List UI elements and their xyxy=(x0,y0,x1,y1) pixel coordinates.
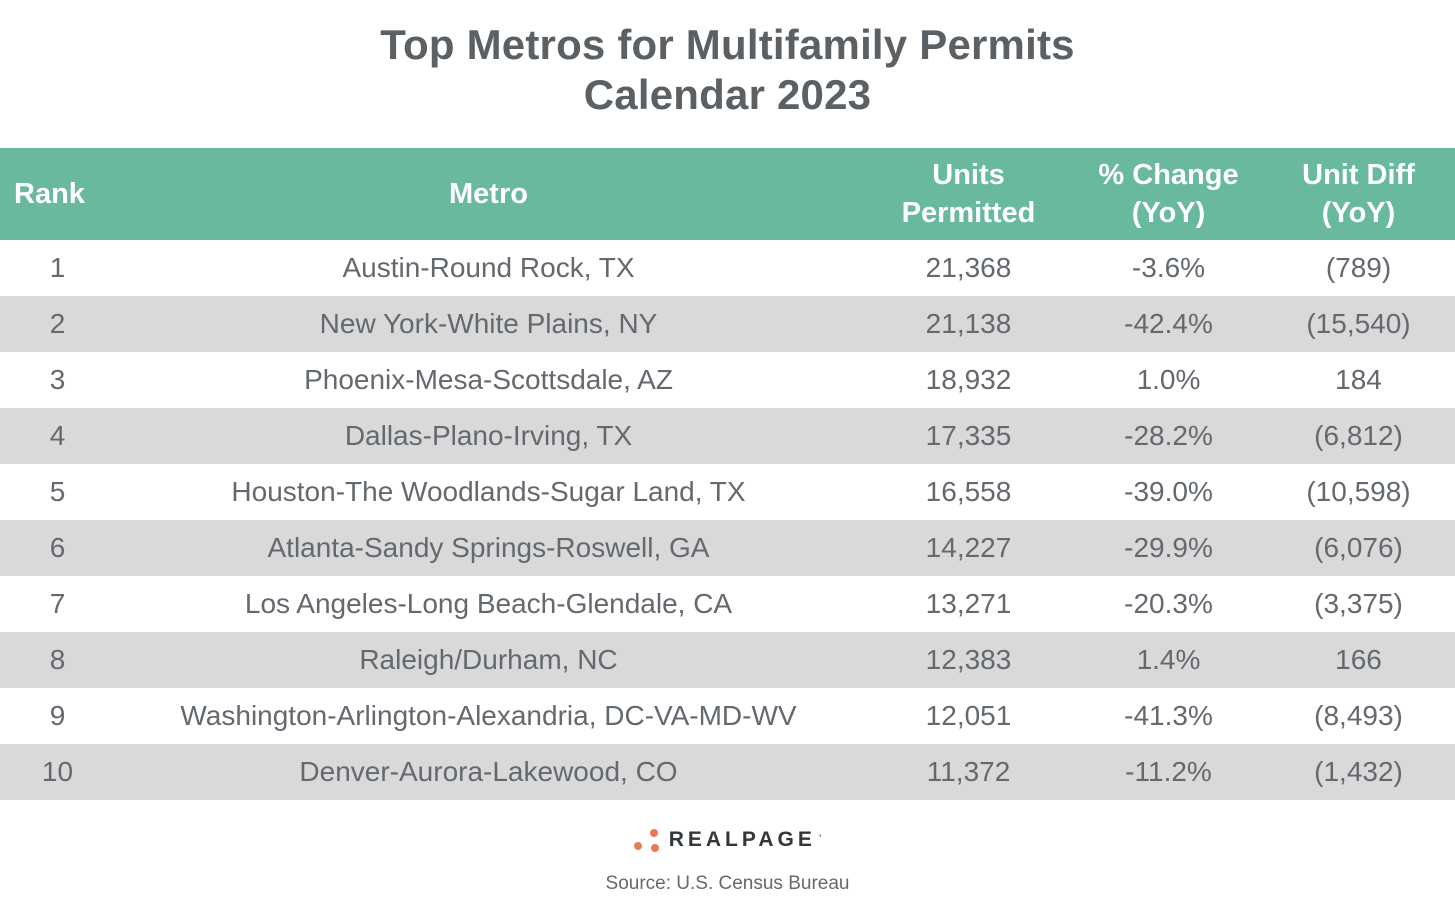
table-row: 1 Austin-Round Rock, TX 21,368 -3.6% (789) xyxy=(0,240,1455,296)
pct-change-cell: -28.2% xyxy=(1124,420,1213,451)
column-header-units-permitted: Units Permitted xyxy=(901,158,1036,229)
table-row: 9 Washington-Arlington-Alexandria, DC-VA-… xyxy=(0,688,1455,744)
metro-cell: Los Angeles-Long Beach-Glendale, CA xyxy=(244,588,733,619)
table-header-row: Rank Metro Units Permitted % Change (YoY… xyxy=(0,148,1455,240)
table-row: 8 Raleigh/Durham, NC 12,383 1.4% 166 xyxy=(0,632,1455,688)
units-cell: 13,271 xyxy=(925,588,1012,619)
units-cell: 14,227 xyxy=(925,532,1012,563)
rank-cell: 9 xyxy=(49,700,66,731)
units-cell: 11,372 xyxy=(926,756,1011,787)
unit-diff-cell: (8,493) xyxy=(1314,700,1403,731)
table-row: 5 Houston-The Woodlands-Sugar Land, TX 16,… xyxy=(0,464,1455,520)
metro-cell: Washington-Arlington-Alexandria, DC-VA-M… xyxy=(180,700,797,731)
units-cell: 16,558 xyxy=(925,476,1012,507)
metro-cell: Raleigh/Durham, NC xyxy=(359,644,618,675)
pct-change-cell: -41.3% xyxy=(1124,700,1213,731)
table-row: 3 Phoenix-Mesa-Scottsdale, AZ 18,932 1.0% 18… xyxy=(0,352,1455,408)
column-header-metro: Metro xyxy=(449,177,528,210)
metro-cell: Phoenix-Mesa-Scottsdale, AZ xyxy=(304,364,673,395)
rank-cell: 3 xyxy=(49,364,66,395)
page-title-line2: Calendar 2023 xyxy=(583,71,872,118)
rank-cell: 7 xyxy=(49,588,66,619)
rank-cell: 6 xyxy=(49,532,66,563)
pct-change-cell: -42.4% xyxy=(1124,308,1213,339)
units-cell: 12,051 xyxy=(925,700,1012,731)
rank-cell: 8 xyxy=(49,644,66,675)
rank-cell: 2 xyxy=(49,308,66,339)
column-header-unit-diff: Unit Diff (YoY) xyxy=(1302,158,1415,229)
units-cell: 17,335 xyxy=(925,420,1012,451)
unit-diff-cell: (10,598) xyxy=(1306,476,1411,507)
pct-change-cell: -11.2% xyxy=(1125,756,1212,787)
rank-cell: 1 xyxy=(49,252,66,283)
unit-diff-cell: 166 xyxy=(1335,644,1382,675)
page-title-line1: Top Metros for Multifamily Permits xyxy=(380,21,1075,68)
unit-diff-cell: 184 xyxy=(1335,364,1382,395)
metro-cell: Atlanta-Sandy Springs-Roswell, GA xyxy=(267,532,710,563)
metro-cell: New York-White Plains, NY xyxy=(319,308,658,339)
realpage-logo: REALPAGE ’ xyxy=(633,826,822,853)
realpage-dots-icon xyxy=(633,826,663,853)
metro-cell: Houston-The Woodlands-Sugar Land, TX xyxy=(231,476,746,507)
trademark-mark: ’ xyxy=(818,833,822,845)
pct-change-cell: -20.3% xyxy=(1124,588,1213,619)
rank-cell: 10 xyxy=(41,756,74,787)
unit-diff-cell: (6,812) xyxy=(1314,420,1403,451)
rank-cell: 4 xyxy=(49,420,66,451)
table-row: 10 Denver-Aurora-Lakewood, CO 11,372 -11.2%… xyxy=(0,744,1455,800)
units-cell: 18,932 xyxy=(925,364,1012,395)
unit-diff-cell: (789) xyxy=(1325,252,1392,283)
unit-diff-cell: (3,375) xyxy=(1314,588,1403,619)
units-cell: 12,383 xyxy=(925,644,1012,675)
table-row: 7 Los Angeles-Long Beach-Glendale, CA 13,2… xyxy=(0,576,1455,632)
permits-table: Rank Metro Units Permitted % Change (YoY… xyxy=(0,148,1455,800)
pct-change-cell: -3.6% xyxy=(1131,252,1206,283)
column-header-rank: Rank xyxy=(14,177,85,210)
page-title: Top Metros for Multifamily Permits Calen… xyxy=(0,20,1455,120)
footer: REALPAGE ’ Source: U.S. Census Bureau xyxy=(0,826,1455,895)
pct-change-cell: 1.4% xyxy=(1136,644,1201,675)
table-row: 2 New York-White Plains, NY 21,138 -42.4% (1… xyxy=(0,296,1455,352)
pct-change-cell: -29.9% xyxy=(1124,532,1213,563)
column-header-pct-change: % Change (YoY) xyxy=(1098,158,1239,229)
pct-change-cell: 1.0% xyxy=(1136,364,1201,395)
table-row: 4 Dallas-Plano-Irving, TX 17,335 -28.2% (6,8… xyxy=(0,408,1455,464)
table-row: 6 Atlanta-Sandy Springs-Roswell, GA 14,227… xyxy=(0,520,1455,576)
unit-diff-cell: (6,076) xyxy=(1314,532,1403,563)
pct-change-cell: -39.0% xyxy=(1124,476,1213,507)
metro-cell: Denver-Aurora-Lakewood, CO xyxy=(299,756,678,787)
unit-diff-cell: (1,432) xyxy=(1314,756,1403,787)
realpage-logo-text: REALPAGE xyxy=(668,827,816,851)
unit-diff-cell: (15,540) xyxy=(1306,308,1411,339)
units-cell: 21,138 xyxy=(925,308,1012,339)
table-body: 1 Austin-Round Rock, TX 21,368 -3.6% (789) 2 N… xyxy=(0,240,1455,800)
source-attribution: Source: U.S. Census Bureau xyxy=(605,873,850,894)
units-cell: 21,368 xyxy=(925,252,1012,283)
rank-cell: 5 xyxy=(49,476,66,507)
metro-cell: Dallas-Plano-Irving, TX xyxy=(344,420,633,451)
metro-cell: Austin-Round Rock, TX xyxy=(342,252,635,283)
